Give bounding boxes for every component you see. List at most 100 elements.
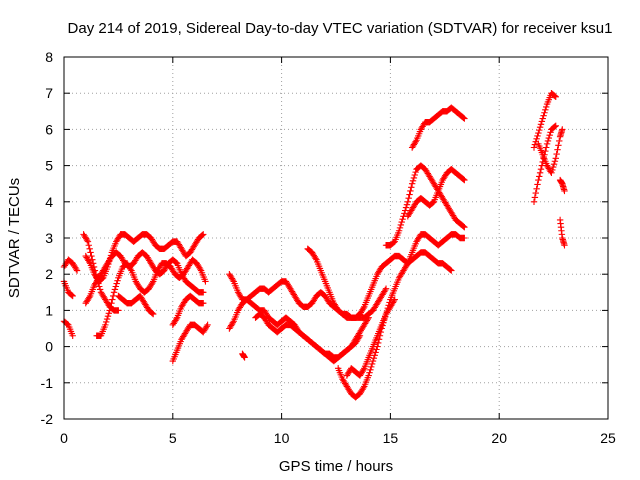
data-point [202, 278, 209, 285]
data-point [536, 126, 543, 134]
data-point [540, 112, 547, 119]
data-point [229, 276, 237, 284]
data-point [406, 191, 413, 198]
data-point [103, 318, 110, 326]
data-point [84, 238, 92, 245]
data-point [356, 332, 364, 339]
plot-frame [63, 56, 609, 420]
data-point [199, 231, 206, 239]
data-point [87, 249, 94, 256]
x-tick-label: 20 [491, 430, 507, 446]
data-point [530, 198, 538, 205]
data-point [203, 323, 210, 330]
data-point [448, 267, 455, 274]
data-point [412, 168, 419, 176]
data-point [399, 215, 406, 223]
data-point [173, 315, 180, 323]
data-point [553, 150, 560, 158]
y-tick-label: 0 [45, 339, 53, 355]
data-point [401, 207, 409, 214]
data-point [106, 307, 113, 314]
data-point [127, 265, 134, 273]
data-point [395, 227, 403, 234]
data-point [312, 255, 319, 262]
data-point [543, 103, 550, 111]
data-point [149, 310, 156, 317]
data-point [403, 261, 411, 268]
grid [64, 57, 608, 419]
data-point [69, 292, 76, 300]
y-tick-label: 4 [45, 194, 53, 210]
data-point [365, 372, 372, 379]
data-point [411, 171, 418, 179]
data-point [229, 319, 237, 326]
data-point [561, 187, 568, 195]
data-point [382, 285, 390, 292]
data-point [360, 384, 367, 392]
y-tick-label: -2 [41, 411, 54, 427]
data-point [110, 289, 118, 296]
data-point [200, 299, 207, 307]
y-tick-label: 3 [45, 230, 53, 246]
data-point [109, 296, 116, 303]
data-point [461, 176, 468, 184]
data-point [200, 289, 207, 296]
data-point [108, 299, 115, 307]
x-tick-label: 0 [60, 430, 68, 446]
data-point [538, 118, 546, 125]
data-point [554, 146, 561, 153]
data-point [390, 297, 398, 305]
y-tick-label: 5 [45, 158, 53, 174]
data-point [69, 332, 76, 339]
data-point [559, 126, 566, 133]
data-point [408, 184, 415, 191]
x-tick-label: 5 [169, 430, 177, 446]
data-point [107, 303, 114, 310]
x-tick-label: 25 [600, 430, 616, 446]
data-point [85, 242, 93, 249]
data-point [447, 266, 454, 274]
data-point [544, 137, 552, 145]
data-point [536, 173, 543, 180]
chart-title: Day 214 of 2019, Sidereal Day-to-day VTE… [68, 20, 613, 37]
data-point [534, 181, 541, 188]
data-point [551, 123, 559, 130]
data-point [533, 135, 540, 143]
data-point [73, 267, 81, 274]
data-point [534, 132, 541, 140]
data-point [531, 194, 539, 201]
data-point [86, 258, 93, 266]
data-point [368, 363, 375, 371]
data-point [68, 291, 76, 299]
data-point [103, 315, 111, 323]
y-tick-label: 1 [45, 302, 53, 318]
data-point [561, 242, 568, 249]
y-tick-label: -1 [41, 375, 54, 391]
data-point [150, 310, 157, 318]
data-point [241, 354, 248, 361]
y-axis-label: SDTVAR / TECUs [6, 178, 23, 298]
data-point [398, 218, 405, 226]
data-point [461, 234, 468, 242]
data-point [404, 198, 412, 205]
data-point [204, 321, 211, 329]
data-point [396, 224, 404, 232]
data-point [105, 310, 113, 317]
data-point [541, 109, 548, 116]
y-tick-label: 8 [45, 49, 53, 65]
data-point [403, 201, 411, 208]
data-point [407, 187, 414, 195]
data-point [460, 176, 467, 183]
data-point [200, 231, 207, 238]
data-point [370, 354, 378, 362]
data-point [197, 265, 204, 273]
data-point [552, 122, 559, 129]
data-point [542, 147, 549, 155]
data-point [535, 176, 542, 184]
data-point [86, 245, 93, 253]
data-point [461, 223, 468, 231]
data-point [366, 369, 373, 376]
data-point [372, 349, 379, 356]
data-point [460, 223, 467, 230]
